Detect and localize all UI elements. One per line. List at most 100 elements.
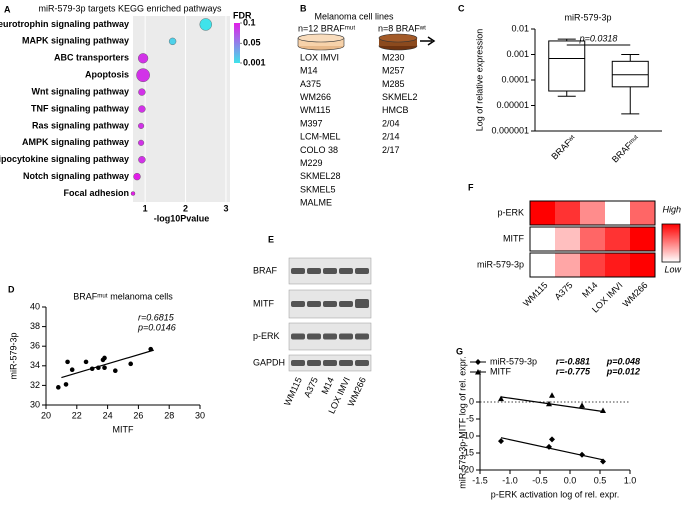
category-label: Apoptosis xyxy=(85,70,129,80)
panel-letter: D xyxy=(8,284,15,294)
cell-lines-title: Melanoma cell lines xyxy=(314,11,394,21)
category-label: Neurotrophin signaling pathway xyxy=(0,19,129,29)
panel-letter: C xyxy=(458,3,465,13)
row-label: p-ERK xyxy=(497,207,524,217)
cell-line: SKMEL2 xyxy=(382,92,418,102)
y-tick-label: 32 xyxy=(30,380,40,390)
cell-line: M230 xyxy=(382,52,405,62)
cell-line: 2/14 xyxy=(382,132,400,142)
x-tick-label: 30 xyxy=(195,410,205,420)
heatmap-cell xyxy=(580,253,605,277)
y-tick-label: 0.01 xyxy=(511,23,529,33)
blot-lane-label: M14 xyxy=(319,376,335,396)
x-axis-label: p-ERK activation log of rel. expr. xyxy=(491,489,620,499)
column-label: WM115 xyxy=(521,280,550,309)
cell-line: 2/17 xyxy=(382,145,400,155)
y-tick-label: 0.000001 xyxy=(491,125,529,135)
cell-line: SKMEL28 xyxy=(300,171,341,181)
y-tick-label: 0.0001 xyxy=(501,74,529,84)
row-label: MITF xyxy=(503,233,524,243)
point xyxy=(549,436,555,443)
bubble xyxy=(136,68,150,83)
x-tick-label: 1 xyxy=(143,203,148,213)
x-tick-label: 2 xyxy=(183,203,188,213)
point xyxy=(600,458,606,465)
heatmap-cell xyxy=(605,227,630,251)
y-axis-label: Log of relative expression xyxy=(474,29,484,132)
blot-band xyxy=(307,301,321,307)
blot-band xyxy=(307,360,321,366)
point xyxy=(148,346,154,352)
blot-row-label: p-ERK xyxy=(253,331,280,341)
heatmap-cell xyxy=(530,201,555,225)
x-tick-label: BRAFʷᵗ xyxy=(549,133,578,162)
heatmap-cell xyxy=(555,253,580,277)
column-label: WM266 xyxy=(621,280,650,309)
bubble xyxy=(199,18,212,31)
x-tick-label: 0.5 xyxy=(594,475,607,485)
colorbar-tick-label: 0.001 xyxy=(243,57,266,67)
row-label: miR-579-3p xyxy=(477,259,524,269)
annotation: p=0.0318 xyxy=(579,33,618,43)
box xyxy=(548,40,586,92)
fit-line xyxy=(500,437,604,461)
blot-band xyxy=(323,268,337,274)
panel-letter: G xyxy=(456,346,463,356)
bubble xyxy=(138,88,146,96)
bubble xyxy=(138,139,145,146)
x-tick-label: BRAFᵐᵘᵗ xyxy=(610,133,642,165)
heatmap-cell xyxy=(630,253,655,277)
heatmap-cell xyxy=(605,201,630,225)
y-tick-label: 34 xyxy=(30,360,40,370)
point xyxy=(128,361,133,367)
cell-line: M229 xyxy=(300,158,323,168)
chart-title: miR-579-3p targets KEGG enriched pathway… xyxy=(38,3,222,13)
cell-line: HMCB xyxy=(382,105,409,115)
point xyxy=(546,400,552,407)
x-tick-label: 0.0 xyxy=(564,475,577,485)
y-axis-label: miR-579-3p-MITF log of rel. expr. xyxy=(457,356,467,489)
x-tick-label: -0.5 xyxy=(532,475,548,485)
group-label: n=8 BRAFʷᵗ xyxy=(378,23,426,33)
heatmap-cell xyxy=(530,227,555,251)
cell-line: MALME xyxy=(300,198,332,208)
point xyxy=(113,368,118,374)
cell-line: WM115 xyxy=(300,105,330,115)
colorbar xyxy=(661,223,681,263)
heatmap-cell xyxy=(530,253,555,277)
cell-line: WM266 xyxy=(300,92,331,102)
legend-marker xyxy=(475,369,481,375)
y-tick-label: 36 xyxy=(30,341,40,351)
x-axis-label: -log10Pvalue xyxy=(154,213,210,223)
heatmap-cell xyxy=(580,227,605,251)
x-tick-label: 24 xyxy=(103,410,113,420)
category-label: Ras signaling pathway xyxy=(32,120,129,130)
colorbar-tick-label: 0.05 xyxy=(243,38,261,48)
y-tick-label: -5 xyxy=(466,413,474,423)
y-tick-label: -20 xyxy=(461,464,474,474)
row-outline xyxy=(529,226,656,252)
blot-band xyxy=(307,333,321,340)
colorbar xyxy=(234,23,240,63)
point xyxy=(63,382,69,387)
colorbar-label: FDR xyxy=(233,10,252,20)
x-tick-label: -1.5 xyxy=(472,475,488,485)
legend-stat: p=0.048 xyxy=(606,356,640,366)
panel-letter: A xyxy=(4,4,11,14)
point xyxy=(69,367,75,373)
blot-band xyxy=(355,299,369,308)
category-label: Notch signaling pathway xyxy=(23,171,129,181)
category-label: TNF signaling pathway xyxy=(31,103,129,113)
heatmap-cell xyxy=(630,227,655,251)
point xyxy=(600,407,606,413)
point xyxy=(579,402,585,408)
fit-line xyxy=(61,349,154,379)
legend-marker xyxy=(475,359,481,365)
blot-band xyxy=(291,268,305,274)
legend-stat: r=-0.881 xyxy=(556,356,590,366)
y-tick-label: 0.001 xyxy=(506,49,529,59)
colorbar-tick-label: 0.1 xyxy=(243,17,256,27)
cell-line: M257 xyxy=(382,66,405,76)
point xyxy=(89,366,95,372)
bubble xyxy=(168,37,177,46)
